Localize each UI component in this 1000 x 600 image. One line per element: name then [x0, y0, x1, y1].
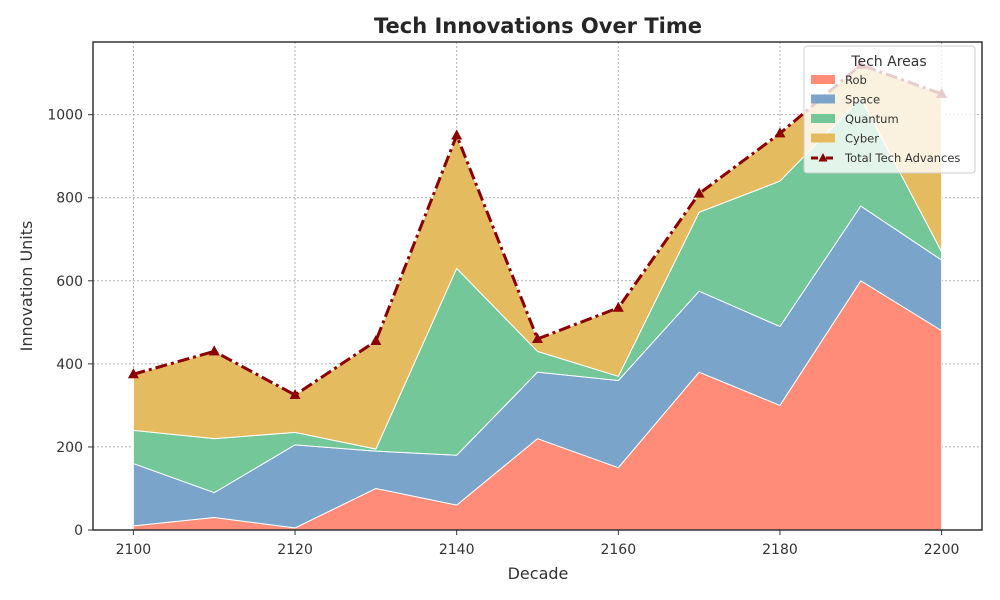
- y-axis-ticks: 0 200 400 600 800 1000: [47, 108, 93, 539]
- legend-title: Tech Areas: [850, 54, 926, 70]
- total-point: [127, 368, 139, 379]
- x-tick-label: 2120: [277, 542, 313, 558]
- x-axis-ticks: 2100 2120 2140 2160 2180 2200: [116, 530, 960, 558]
- total-point: [612, 301, 624, 312]
- total-point: [370, 335, 382, 346]
- total-point: [774, 127, 786, 138]
- y-tick-label: 400: [56, 357, 83, 373]
- y-tick-label: 600: [56, 274, 83, 290]
- y-tick-label: 1000: [47, 108, 83, 124]
- legend-swatch-space: [811, 94, 835, 104]
- x-tick-label: 2100: [116, 542, 152, 558]
- total-point: [693, 187, 705, 198]
- total-point: [289, 389, 301, 400]
- legend-marker-total: [818, 153, 828, 162]
- total-point: [532, 332, 543, 343]
- x-tick-label: 2160: [600, 542, 636, 558]
- y-tick-label: 200: [56, 440, 83, 456]
- x-axis-label: Decade: [508, 564, 569, 583]
- legend-label-space: Space: [845, 93, 880, 107]
- legend-label-rob: Rob: [845, 73, 867, 87]
- chart-title: Tech Innovations Over Time: [374, 14, 702, 38]
- x-tick-label: 2140: [439, 542, 475, 558]
- plot-frame: [92, 41, 983, 531]
- total-point: [208, 345, 220, 356]
- x-tick-label: 2200: [924, 542, 960, 558]
- y-tick-label: 800: [56, 191, 83, 207]
- legend-items: Rob Space Quantum Cyber Total Tech Advances: [811, 73, 960, 165]
- legend-swatch-rob: [811, 75, 835, 84]
- legend-swatch-quantum: [811, 114, 835, 123]
- y-axis-label: Innovation Units: [17, 221, 36, 352]
- x-tick-label: 2180: [762, 542, 798, 558]
- legend-label-total: Total Tech Advances: [844, 151, 960, 165]
- legend: Tech Areas Rob Space Quantum Cyber Total Tec…: [803, 45, 976, 174]
- legend-label-cyber: Cyber: [845, 132, 879, 146]
- legend-label-quantum: Quantum: [845, 112, 899, 126]
- y-tick-label: 0: [74, 523, 83, 539]
- legend-swatch-cyber: [811, 133, 835, 143]
- total-point: [451, 129, 463, 140]
- legend-box: [803, 45, 976, 174]
